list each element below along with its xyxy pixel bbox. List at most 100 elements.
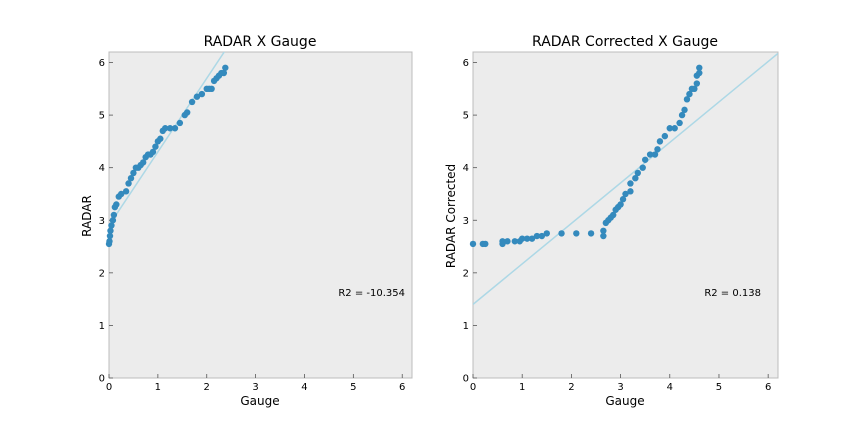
chart-right-plot-area — [472, 51, 779, 379]
chart-left-ytick-label: 0 — [99, 374, 105, 385]
chart-left-xtick-label: 4 — [301, 382, 307, 393]
chart-right-data-point — [482, 240, 489, 248]
chart-right-title: RADAR Corrected X Gauge — [532, 34, 718, 50]
chart-right-data-point — [610, 211, 617, 219]
chart-left-xtick-label: 5 — [350, 382, 356, 393]
chart-right-data-point — [661, 132, 669, 140]
chart-right-r2-annotation: R2 = 0.138 — [704, 288, 761, 299]
chart-right-xtick-label: 6 — [765, 382, 771, 393]
chart-right-data-point — [511, 238, 519, 245]
chart-left-ytick-label: 6 — [99, 58, 105, 69]
chart-left-ytick-label: 4 — [99, 163, 105, 174]
chart-left-data-point — [162, 125, 169, 132]
chart-left-data-point — [107, 227, 114, 234]
chart-right-data-point — [639, 164, 646, 171]
chart-left-title: RADAR X Gauge — [204, 34, 317, 50]
chart-right-data-point — [656, 138, 664, 145]
chart-right-data-point — [528, 235, 536, 242]
chart-right-data-point — [666, 125, 673, 132]
chart-left-xtick-label: 2 — [204, 382, 210, 393]
chart-right-ytick-label: 0 — [463, 374, 469, 385]
chart-right-data-point — [686, 90, 693, 98]
chart-right-data-point — [646, 151, 654, 158]
chart-left-xtick-label: 3 — [252, 382, 258, 393]
chart-right-data-point — [600, 227, 607, 234]
chart-right-data-point — [654, 146, 661, 153]
chart-right-xtick-label: 3 — [617, 382, 623, 393]
chart-left-xtick-label: 1 — [155, 382, 161, 393]
chart-right-data-point — [538, 232, 546, 240]
chart-right-data-point — [671, 125, 678, 132]
chart-right-ytick-label: 3 — [463, 216, 469, 227]
chart-left-ylabel: RADAR — [80, 195, 94, 237]
chart-left-xtick-label: 0 — [106, 382, 112, 393]
chart-right-data-point — [587, 230, 595, 237]
chart-right-data-point — [523, 235, 531, 242]
chart-left-xlabel: Gauge — [240, 394, 279, 408]
chart-right-data-point — [693, 80, 701, 87]
chart-left-data-point — [208, 85, 215, 93]
chart-right-data-point — [533, 232, 541, 240]
chart-right-ytick-label: 2 — [463, 268, 469, 279]
chart-right-ylabel: RADAR Corrected — [444, 164, 458, 268]
chart-right-data-point — [543, 230, 550, 237]
chart-left-data-point — [127, 174, 135, 182]
chart-left-data-point — [157, 135, 164, 142]
chart-right-data-point — [617, 201, 624, 208]
chart-left-data-point — [140, 159, 147, 166]
chart-right-data-point — [627, 180, 634, 187]
chart-right-data-point — [504, 238, 511, 245]
chart-right-data-point — [683, 96, 691, 103]
chart-right-xtick-label: 4 — [667, 382, 673, 393]
chart-left-ytick-label: 3 — [99, 216, 105, 227]
chart-right-data-point — [696, 64, 703, 71]
chart-right-data-point — [622, 190, 629, 198]
chart-right-data-point — [600, 232, 607, 240]
chart-left-data-point — [106, 232, 114, 240]
chart-left-data-point — [220, 69, 228, 77]
chart-right-xtick-label: 2 — [568, 382, 574, 393]
chart-right-data-point — [619, 196, 627, 203]
chart-left: RADAR X Gauge Gauge RADAR R2 = -10.354 — [80, 34, 405, 408]
chart-right-xlabel: Gauge — [605, 394, 644, 408]
chart-left-data-point — [183, 109, 191, 116]
chart-left-data-point — [188, 98, 196, 106]
chart-left-ytick-label: 1 — [99, 321, 105, 332]
chart-right-data-point — [627, 188, 634, 195]
chart-right-data-point — [676, 119, 683, 127]
chart-left-data-point — [198, 90, 206, 98]
chart-left-data-point — [130, 169, 137, 177]
chart-left-fit-line — [109, 52, 226, 226]
chart-right-data-point — [634, 169, 641, 177]
chart-right-data-point — [499, 238, 506, 245]
chart-left-data-point — [171, 125, 179, 132]
chart-left-data-point — [149, 148, 157, 156]
chart-right-xtick-label: 1 — [519, 382, 525, 393]
chart-right-ytick-label: 1 — [463, 321, 469, 332]
chart-left-data-point — [113, 201, 120, 208]
chart-left-ytick-label: 2 — [99, 268, 105, 279]
chart-right-xtick-label: 0 — [470, 382, 476, 393]
chart-right-data-point — [469, 240, 477, 248]
chart-right-data-point — [518, 235, 526, 242]
chart-left-ytick-label: 5 — [99, 111, 105, 122]
chart-left-data-point — [109, 217, 117, 224]
chart-right: RADAR Corrected X Gauge Gauge RADAR Corr… — [444, 34, 761, 408]
chart-right-data-point — [691, 85, 698, 93]
chart-left-data-point — [166, 125, 174, 132]
chart-left-r2-annotation: R2 = -10.354 — [338, 288, 405, 299]
chart-left-data-point — [222, 64, 229, 71]
chart-left-data-point — [176, 119, 184, 127]
chart-left-data-point — [125, 180, 132, 187]
chart-right-data-point — [641, 156, 649, 163]
chart-right-data-point — [573, 230, 580, 237]
chart-right-plot: 0 1 2 3 4 5 6 0 1 2 3 4 5 6 — [463, 51, 779, 393]
chart-left-xtick-label: 6 — [399, 382, 405, 393]
chart-right-data-point — [681, 106, 688, 114]
chart-right-data-point — [632, 174, 639, 182]
chart-right-data-point — [651, 151, 659, 158]
chart-right-ytick-label: 5 — [463, 111, 469, 122]
chart-left-plot-area — [108, 51, 413, 379]
